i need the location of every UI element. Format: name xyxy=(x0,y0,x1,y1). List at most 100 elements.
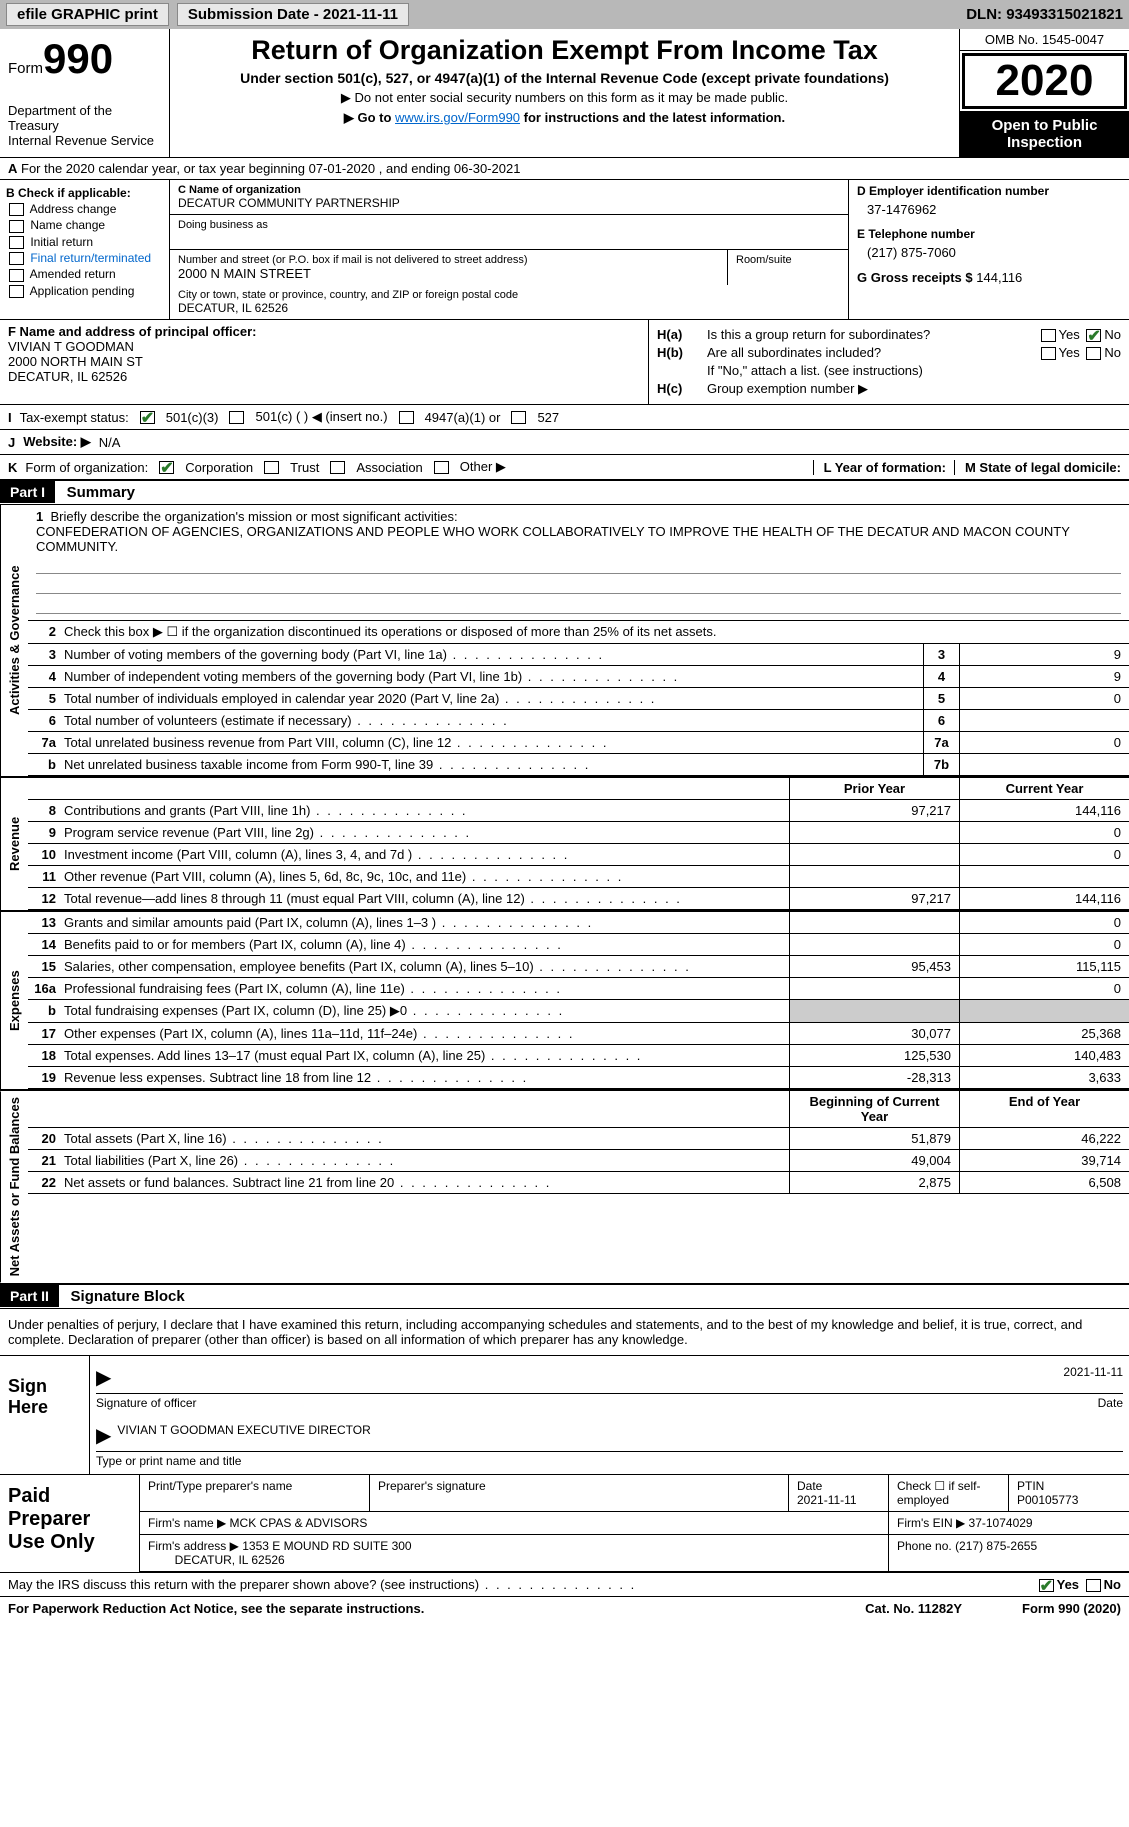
dln-text: DLN: 93493315021821 xyxy=(966,6,1123,23)
summary-expenses: Expenses 13Grants and similar amounts pa… xyxy=(0,912,1129,1091)
summary-governance: Activities & Governance 1 Briefly descri… xyxy=(0,505,1129,778)
line-2: 2Check this box ▶ ☐ if the organization … xyxy=(28,621,1129,644)
sign-here-block: Sign Here ▶2021-11-11 Signature of offic… xyxy=(0,1356,1129,1475)
phone-value: (217) 875-7060 xyxy=(867,245,1121,260)
dept-text: Department of the Treasury Internal Reve… xyxy=(8,103,161,148)
officer-name-title: VIVIAN T GOODMAN EXECUTIVE DIRECTOR xyxy=(117,1423,370,1448)
check-501c3[interactable] xyxy=(140,411,155,424)
check-hb-no[interactable] xyxy=(1086,347,1101,360)
mission-block: 1 Briefly describe the organization's mi… xyxy=(28,505,1129,621)
check-association[interactable] xyxy=(330,461,345,474)
tax-year: 2020 xyxy=(962,53,1127,109)
footer-bar: For Paperwork Reduction Act Notice, see … xyxy=(0,1597,1129,1620)
line-5: 5Total number of individuals employed in… xyxy=(28,688,1129,710)
check-amended-return[interactable] xyxy=(9,269,24,282)
line-18: 18Total expenses. Add lines 13–17 (must … xyxy=(28,1045,1129,1067)
check-501c[interactable] xyxy=(229,411,244,424)
form-title: Return of Organization Exempt From Incom… xyxy=(180,35,949,66)
line-13: 13Grants and similar amounts paid (Part … xyxy=(28,912,1129,934)
check-corporation[interactable] xyxy=(159,461,174,474)
check-other[interactable] xyxy=(434,461,449,474)
firm-ein: 37-1074029 xyxy=(969,1516,1033,1530)
section-f-h: F Name and address of principal officer:… xyxy=(0,320,1129,405)
cat-no: Cat. No. 11282Y xyxy=(865,1601,962,1616)
line-3: 3Number of voting members of the governi… xyxy=(28,644,1129,666)
check-ha-yes[interactable] xyxy=(1041,329,1056,342)
org-city: DECATUR, IL 62526 xyxy=(178,301,840,315)
efile-print-button[interactable]: efile GRAPHIC print xyxy=(6,3,169,26)
check-final-return[interactable] xyxy=(9,252,24,265)
declaration-text: Under penalties of perjury, I declare th… xyxy=(0,1309,1129,1356)
check-irs-yes[interactable] xyxy=(1039,1579,1054,1592)
line-14: 14Benefits paid to or for members (Part … xyxy=(28,934,1129,956)
top-bar: efile GRAPHIC print Submission Date - 20… xyxy=(0,0,1129,29)
check-application-pending[interactable] xyxy=(9,285,24,298)
line-17: 17Other expenses (Part IX, column (A), l… xyxy=(28,1023,1129,1045)
box-c: C Name of organization DECATUR COMMUNITY… xyxy=(170,180,849,319)
paid-preparer-block: Paid Preparer Use Only Print/Type prepar… xyxy=(0,1475,1129,1573)
box-d-e-g: D Employer identification number 37-1476… xyxy=(849,180,1129,319)
box-b: B Check if applicable: Address change Na… xyxy=(0,180,170,319)
line-20: 20Total assets (Part X, line 16) 51,8794… xyxy=(28,1128,1129,1150)
line-6: 6Total number of volunteers (estimate if… xyxy=(28,710,1129,732)
vtab-revenue: Revenue xyxy=(0,778,28,910)
line-b: bTotal fundraising expenses (Part IX, co… xyxy=(28,1000,1129,1023)
org-name: DECATUR COMMUNITY PARTNERSHIP xyxy=(178,196,840,210)
check-trust[interactable] xyxy=(264,461,279,474)
line-10: 10Investment income (Part VIII, column (… xyxy=(28,844,1129,866)
prep-date: 2021-11-11 xyxy=(797,1493,857,1507)
officer-name: VIVIAN T GOODMAN xyxy=(8,339,640,354)
line-j: J Website: ▶ N/A xyxy=(0,430,1129,455)
line-i: I Tax-exempt status: 501(c)(3) 501(c) ( … xyxy=(0,405,1129,430)
check-name-change[interactable] xyxy=(9,220,24,233)
form-footer: Form 990 (2020) xyxy=(1022,1601,1121,1616)
check-initial-return[interactable] xyxy=(9,236,24,249)
line-7a: 7aTotal unrelated business revenue from … xyxy=(28,732,1129,754)
firm-addr: 1353 E MOUND RD SUITE 300 xyxy=(242,1539,411,1553)
line-15: 15Salaries, other compensation, employee… xyxy=(28,956,1129,978)
ein-value: 37-1476962 xyxy=(867,202,1121,217)
line-4: 4Number of independent voting members of… xyxy=(28,666,1129,688)
check-ha-no[interactable] xyxy=(1086,329,1101,342)
firm-phone: (217) 875-2655 xyxy=(955,1539,1037,1553)
mission-text: CONFEDERATION OF AGENCIES, ORGANIZATIONS… xyxy=(36,524,1070,554)
org-street: 2000 N MAIN STREET xyxy=(178,266,719,281)
box-h: H(a) Is this a group return for subordin… xyxy=(649,320,1129,404)
form-number: Form990 xyxy=(8,35,161,83)
line-9: 9Program service revenue (Part VIII, lin… xyxy=(28,822,1129,844)
vtab-governance: Activities & Governance xyxy=(0,505,28,776)
vtab-net-assets: Net Assets or Fund Balances xyxy=(0,1091,28,1282)
line-21: 21Total liabilities (Part X, line 26) 49… xyxy=(28,1150,1129,1172)
check-4947[interactable] xyxy=(399,411,414,424)
sign-date: 2021-11-11 xyxy=(1063,1365,1123,1390)
line-19: 19Revenue less expenses. Subtract line 1… xyxy=(28,1067,1129,1089)
part2-header: Part II Signature Block xyxy=(0,1285,1129,1309)
part1-header: Part I Summary xyxy=(0,481,1129,505)
line-k: K Form of organization: Corporation Trus… xyxy=(0,455,1129,481)
line-b: bNet unrelated business taxable income f… xyxy=(28,754,1129,776)
irs-link[interactable]: www.irs.gov/Form990 xyxy=(395,110,520,125)
summary-revenue: Revenue Prior Year Current Year 8Contrib… xyxy=(0,778,1129,912)
form-subtitle: Under section 501(c), 527, or 4947(a)(1)… xyxy=(180,70,949,86)
form-note1: ▶ Do not enter social security numbers o… xyxy=(180,90,949,106)
check-irs-no[interactable] xyxy=(1086,1579,1101,1592)
ptin-value: P00105773 xyxy=(1017,1493,1078,1507)
row-a-tax-year: A For the 2020 calendar year, or tax yea… xyxy=(0,158,1129,180)
line-22: 22Net assets or fund balances. Subtract … xyxy=(28,1172,1129,1194)
line-8: 8Contributions and grants (Part VIII, li… xyxy=(28,800,1129,822)
check-address-change[interactable] xyxy=(9,203,24,216)
line-11: 11Other revenue (Part VIII, column (A), … xyxy=(28,866,1129,888)
check-527[interactable] xyxy=(511,411,526,424)
line-12: 12Total revenue—add lines 8 through 11 (… xyxy=(28,888,1129,910)
box-f: F Name and address of principal officer:… xyxy=(0,320,649,404)
inspection-label: Open to Public Inspection xyxy=(960,111,1129,157)
form-note2: ▶ Go to www.irs.gov/Form990 for instruct… xyxy=(180,110,949,126)
omb-number: OMB No. 1545-0047 xyxy=(960,29,1129,51)
revenue-header-row: Prior Year Current Year xyxy=(28,778,1129,800)
line-16a: 16aProfessional fundraising fees (Part I… xyxy=(28,978,1129,1000)
submission-date-button[interactable]: Submission Date - 2021-11-11 xyxy=(177,3,409,26)
gross-receipts: 144,116 xyxy=(976,270,1022,285)
vtab-expenses: Expenses xyxy=(0,912,28,1089)
check-hb-yes[interactable] xyxy=(1041,347,1056,360)
firm-name: MCK CPAS & ADVISORS xyxy=(230,1516,368,1530)
